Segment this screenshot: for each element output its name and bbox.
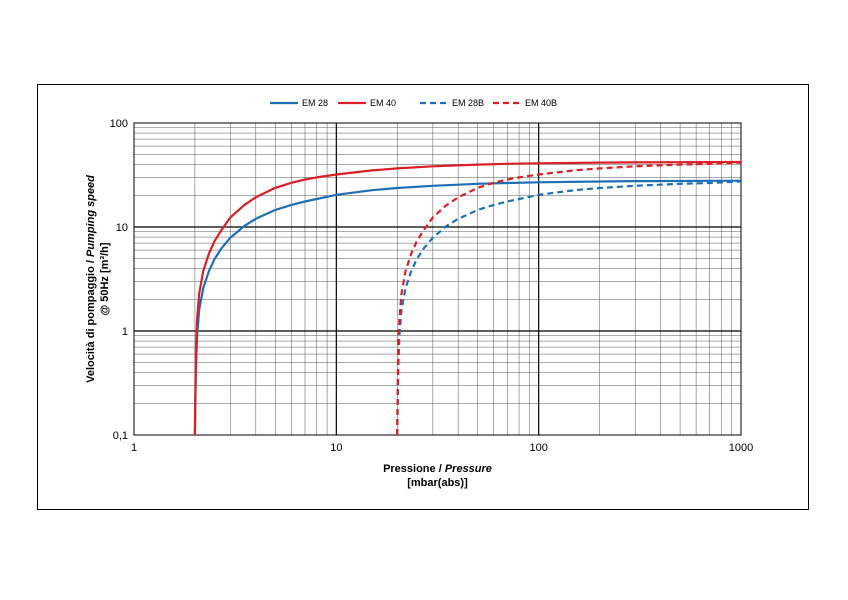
x-axis-label-italic: Pressure xyxy=(445,463,492,475)
grid-minor xyxy=(134,123,741,435)
x-tick-label: 1000 xyxy=(729,442,753,454)
y-tick-labels: 0,1 1 10 100 xyxy=(110,118,128,442)
legend-label: EM 40B xyxy=(525,98,557,108)
legend-label: EM 28 xyxy=(302,98,328,108)
y-tick-label: 1 xyxy=(122,326,128,338)
series-line-em-28 xyxy=(193,179,742,436)
x-tick-label: 1 xyxy=(131,442,137,454)
series-line-em-28b xyxy=(396,180,742,436)
plot-border xyxy=(133,122,742,436)
legend: EM 28 EM 40 EM 28B EM 40B xyxy=(270,98,557,108)
y-axis-label-italic: Pumping speed xyxy=(85,175,97,257)
x-tick-labels: 1 10 100 1000 xyxy=(131,442,753,454)
legend-label: EM 40 xyxy=(370,98,396,108)
series-line-em-40 xyxy=(193,160,742,436)
grid-major xyxy=(134,123,741,435)
y-axis-label: Velocità di pompaggio / Pumping speed xyxy=(85,175,97,383)
legend-label: EM 28B xyxy=(452,98,484,108)
x-axis-label: Pressione / Pressure xyxy=(383,463,492,475)
chart-frame: 1 10 100 1000 0,1 1 10 100 EM 28 EM 40 EM 28B EM … xyxy=(37,84,809,510)
series-line-em-40b xyxy=(396,161,742,436)
x-tick-label: 10 xyxy=(330,442,342,454)
y-tick-label: 10 xyxy=(116,222,128,234)
y-axis-label-prefix: Velocità di pompaggio / xyxy=(85,257,97,383)
x-axis-unit: [mbar(abs)] xyxy=(407,477,468,489)
y-axis-unit: @ 50Hz [m³/h] xyxy=(99,242,111,315)
y-tick-label: 100 xyxy=(110,118,128,130)
x-axis-label-prefix: Pressione / xyxy=(383,463,445,475)
y-tick-label: 0,1 xyxy=(113,430,128,442)
y-axis-label-group: Velocità di pompaggio / Pumping speed @ … xyxy=(85,175,111,383)
series-layer xyxy=(193,160,742,436)
x-tick-label: 100 xyxy=(529,442,547,454)
